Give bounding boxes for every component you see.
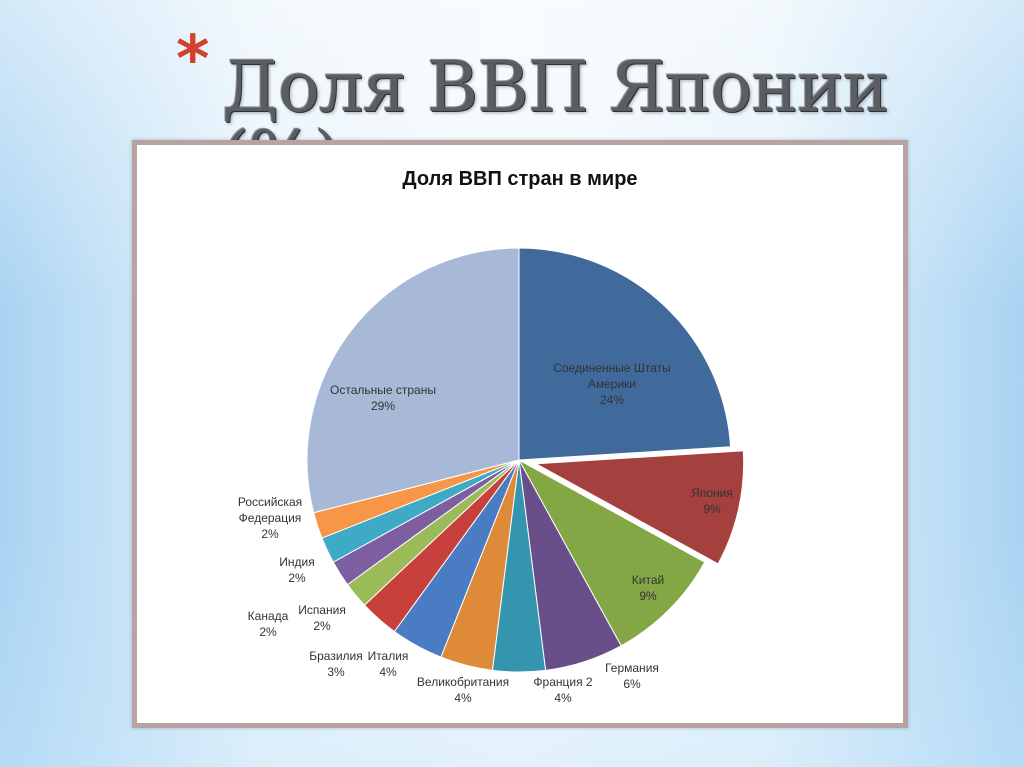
slice-name: Соединенные Штаты <box>553 361 671 375</box>
slice-name: Германия <box>605 661 659 675</box>
slice-name: Америки <box>588 377 636 391</box>
slice-label: Испания 2% <box>298 603 346 633</box>
slice-percent: 4% <box>554 691 572 705</box>
slice-label: Китай 9% <box>632 573 664 603</box>
slice-percent: 9% <box>639 589 657 603</box>
slice-label: Италия 4% <box>368 649 409 679</box>
slice-percent: 4% <box>454 691 472 705</box>
slice-percent: 2% <box>259 625 277 639</box>
pie-slice <box>518 247 732 461</box>
slice-label: Российская Федерация 2% <box>238 495 302 541</box>
slice-name: Канада <box>248 609 289 623</box>
slice-name: Индия <box>279 555 314 569</box>
slice-name: Бразилия <box>309 649 363 663</box>
slice-label: Франция 2 4% <box>533 675 593 705</box>
pie-slice <box>527 448 747 568</box>
slice-label: Индия 2% <box>279 555 314 585</box>
slice-percent: 6% <box>623 677 641 691</box>
slice-label: Остальные страны 29% <box>330 383 436 413</box>
slice-name: Федерация <box>239 511 302 525</box>
slice-percent: 3% <box>327 665 345 679</box>
slice-percent: 4% <box>379 665 397 679</box>
slice-label: Япония 9% <box>691 486 733 516</box>
slice-percent: 9% <box>703 502 721 516</box>
slice-name: Испания <box>298 603 346 617</box>
slice-percent: 24% <box>600 393 624 407</box>
pie-slice <box>306 247 520 514</box>
slice-label: Соединенные Штаты Америки 24% <box>553 361 671 407</box>
slice-name: Великобритания <box>417 675 509 689</box>
slice-percent: 2% <box>261 527 279 541</box>
slice-name: Франция 2 <box>533 675 593 689</box>
slice-label: Канада 2% <box>248 609 289 639</box>
slice-percent: 2% <box>288 571 306 585</box>
slice-name: Япония <box>691 486 733 500</box>
slice-name: Остальные страны <box>330 383 436 397</box>
pie-slice <box>517 458 706 647</box>
slice-name: Китай <box>632 573 664 587</box>
chart-title: Доля ВВП стран в мире <box>402 168 638 190</box>
slice-label: Германия 6% <box>605 661 659 691</box>
slice-percent: 29% <box>371 399 395 413</box>
slice-name: Российская <box>238 495 302 509</box>
slice-name: Италия <box>368 649 409 663</box>
bullet-asterisk: * <box>176 23 210 97</box>
slice-label: Великобритания 4% <box>417 675 509 705</box>
slice-label: Бразилия 3% <box>309 649 363 679</box>
slice-percent: 2% <box>313 619 331 633</box>
